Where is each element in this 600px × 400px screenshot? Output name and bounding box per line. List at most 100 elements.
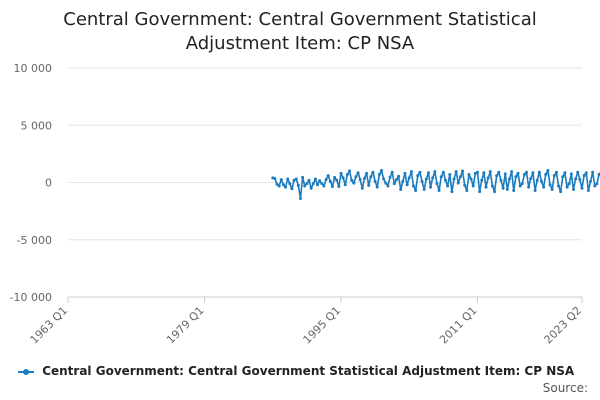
data-point (482, 171, 486, 175)
data-point (328, 179, 332, 183)
data-point (580, 186, 584, 190)
data-point (426, 171, 430, 175)
data-point (296, 183, 300, 187)
data-point (542, 185, 546, 189)
data-point (478, 190, 482, 194)
data-point (578, 178, 582, 182)
y-tick-label: 0 (45, 177, 52, 190)
data-point (384, 181, 388, 185)
data-point (563, 171, 567, 175)
data-point (305, 182, 309, 186)
data-point (412, 184, 416, 188)
data-point (539, 179, 543, 183)
data-point (503, 172, 507, 176)
data-point (348, 169, 352, 173)
data-point (341, 176, 345, 180)
data-point (584, 171, 588, 175)
x-tick-label: 1979 Q1 (164, 304, 207, 347)
data-point (490, 184, 494, 188)
data-point (343, 183, 347, 187)
data-point (546, 168, 550, 172)
data-point (273, 176, 277, 180)
data-point (350, 178, 354, 182)
data-point (337, 185, 341, 189)
data-point (365, 171, 369, 175)
data-point (320, 182, 324, 186)
data-point (373, 179, 377, 183)
data-point (431, 176, 435, 180)
chart-title-line-1: Central Government: Central Government S… (63, 9, 537, 30)
data-point (360, 186, 364, 190)
chart-legend[interactable]: Central Government: Central Government S… (18, 364, 598, 378)
data-point (371, 170, 375, 174)
data-point (437, 189, 441, 193)
data-point (495, 174, 499, 178)
data-point (286, 177, 290, 181)
data-point (433, 170, 437, 174)
source-label: Source: (542, 381, 588, 395)
data-point (452, 177, 456, 181)
data-point (367, 183, 371, 187)
data-point (397, 174, 401, 178)
data-point (277, 184, 281, 188)
data-point (377, 172, 381, 176)
data-point (311, 182, 315, 186)
data-point (326, 174, 330, 178)
data-point (392, 182, 396, 186)
data-point (450, 190, 454, 194)
data-point (488, 170, 492, 174)
data-point (557, 184, 561, 188)
data-point (448, 172, 452, 176)
data-point (454, 170, 458, 174)
data-point (281, 183, 285, 187)
data-point (388, 175, 392, 179)
data-point (589, 179, 593, 183)
data-point (354, 175, 358, 179)
data-point (441, 170, 445, 174)
data-point (429, 185, 433, 189)
y-tick-label: 5 000 (21, 119, 53, 132)
data-point (390, 170, 394, 174)
data-point (535, 178, 539, 182)
data-point (301, 175, 305, 179)
data-point (574, 177, 578, 181)
data-point (409, 170, 413, 174)
data-point (405, 183, 409, 187)
data-point (586, 189, 590, 193)
data-point (463, 183, 467, 187)
data-point (322, 184, 326, 188)
data-point (345, 172, 349, 176)
data-point (525, 170, 529, 174)
data-point (471, 184, 475, 188)
data-point (531, 171, 535, 175)
data-point (316, 183, 320, 187)
data-point (520, 182, 524, 186)
data-point (424, 177, 428, 181)
chart-title-line-2: Adjustment Item: CP NSA (185, 33, 415, 54)
data-point (469, 177, 473, 181)
x-tick-label: 1995 Q1 (301, 304, 344, 347)
legend-series-label: Central Government: Central Government S… (42, 364, 575, 378)
data-point (461, 169, 465, 173)
y-tick-label: 10 000 (14, 62, 53, 75)
data-point (486, 176, 490, 180)
data-point (518, 184, 522, 188)
data-point (529, 176, 533, 180)
data-point (401, 179, 405, 183)
data-point (544, 172, 548, 176)
data-point (480, 178, 484, 182)
data-point (593, 184, 597, 188)
data-point (380, 168, 384, 172)
data-point (567, 182, 571, 186)
data-point (303, 184, 307, 188)
data-point (335, 178, 339, 182)
data-point (439, 175, 443, 179)
data-point (467, 172, 471, 176)
data-point (550, 187, 554, 191)
data-point (456, 181, 460, 185)
data-point (324, 178, 328, 182)
x-tick-label: 2011 Q1 (437, 304, 480, 347)
data-point (552, 174, 556, 178)
data-point (533, 189, 537, 193)
